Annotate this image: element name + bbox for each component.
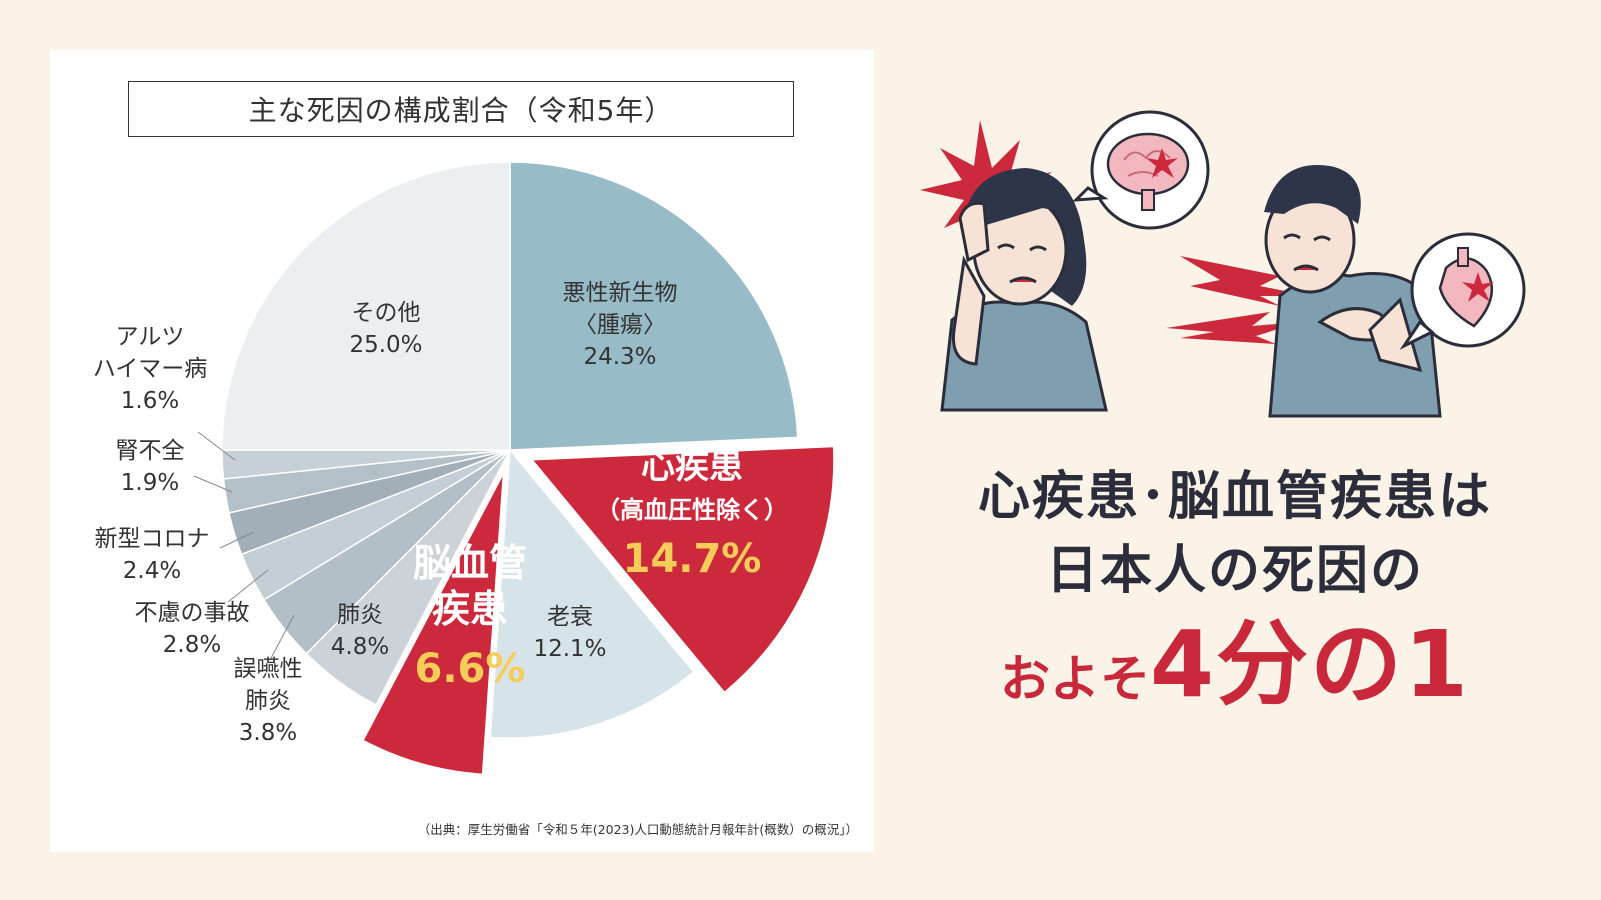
woman-headache-figure: [940, 168, 1108, 412]
leader-line: [227, 569, 269, 603]
slice-value: 6.6%: [415, 646, 526, 692]
slice-value: 1.9%: [121, 470, 179, 496]
headline-approx: およそ: [999, 650, 1150, 708]
slice-label: 老衰: [547, 604, 593, 630]
slice-label: （高血圧性除く）: [596, 496, 788, 524]
slice-value: 25.0%: [349, 332, 422, 358]
slice-label: アルツ: [116, 324, 185, 350]
source-note: （出典：厚生労働省「令和５年(2023)人口動態統計月報年計(概数）の概況」）: [417, 822, 858, 837]
slice-label: ハイマー病: [93, 356, 208, 382]
pie-chart: 悪性新生物〈腫瘍〉 24.3% 心疾患 （高血圧性除く） 14.7% 老衰 12.1% 脳血管…: [93, 161, 835, 776]
slice-label: 新型コロナ: [95, 526, 210, 552]
leader-line: [269, 614, 295, 661]
leader-line: [219, 531, 255, 549]
slice-value: 2.4%: [123, 558, 181, 584]
slice-value: 14.7%: [623, 536, 762, 582]
man-chest-pain-figure: [1264, 164, 1442, 418]
chest-pain-bolt-icon: [1180, 256, 1310, 306]
brain-bubble-icon: [1072, 110, 1210, 230]
slice-label: その他: [352, 300, 421, 326]
slice-value: 12.1%: [533, 636, 606, 662]
pie-slice: [509, 161, 799, 451]
slice-label: 悪性新生物: [563, 280, 678, 306]
leader-line: [193, 475, 233, 493]
slice-value: 4.8%: [331, 634, 389, 660]
pie-slice: [221, 161, 511, 451]
slice-value: 1.6%: [121, 388, 179, 414]
slice-label: 疾患: [432, 587, 508, 631]
headline-line-3: およそ4分の1: [890, 613, 1580, 743]
slice-label: 肺炎: [337, 602, 383, 628]
slice-label: 誤嚥性: [234, 656, 303, 682]
slice-label: 〈腫瘍〉: [574, 312, 666, 338]
slice-label: 腎不全: [116, 438, 185, 464]
slice-label: 心疾患: [641, 447, 743, 487]
chart-title: 主な死因の構成割合（令和5年）: [128, 81, 794, 137]
slice-label: 不慮の事故: [135, 600, 250, 626]
slice-label: 肺炎: [245, 688, 291, 714]
chest-pain-bolt-icon: [1166, 312, 1300, 344]
slice-value: 2.8%: [163, 632, 221, 658]
pie-slice: [530, 445, 835, 694]
headline-line-1: 心疾患･脳血管疾患は: [977, 467, 1492, 527]
headline-fraction: 4分の1: [1149, 611, 1471, 718]
headline-line-2: 日本人の死因の: [1045, 541, 1424, 601]
leader-line: [197, 431, 236, 461]
slice-value: 3.8%: [239, 720, 297, 746]
pie-slice: [489, 448, 695, 739]
chart-card: 主な死因の構成割合（令和5年） 悪性新生物〈腫瘍〉 24.3% 心疾患 （高血圧性除く…: [50, 50, 874, 852]
pie-slice: [361, 472, 505, 776]
heart-bubble-icon: [1399, 232, 1526, 350]
slice-value: 24.3%: [583, 344, 656, 370]
patients-illustration: [920, 110, 1526, 418]
slice-label: 脳血管: [413, 541, 527, 585]
headline: 心疾患･脳血管疾患は 日本人の死因の およそ4分の1: [890, 465, 1580, 743]
